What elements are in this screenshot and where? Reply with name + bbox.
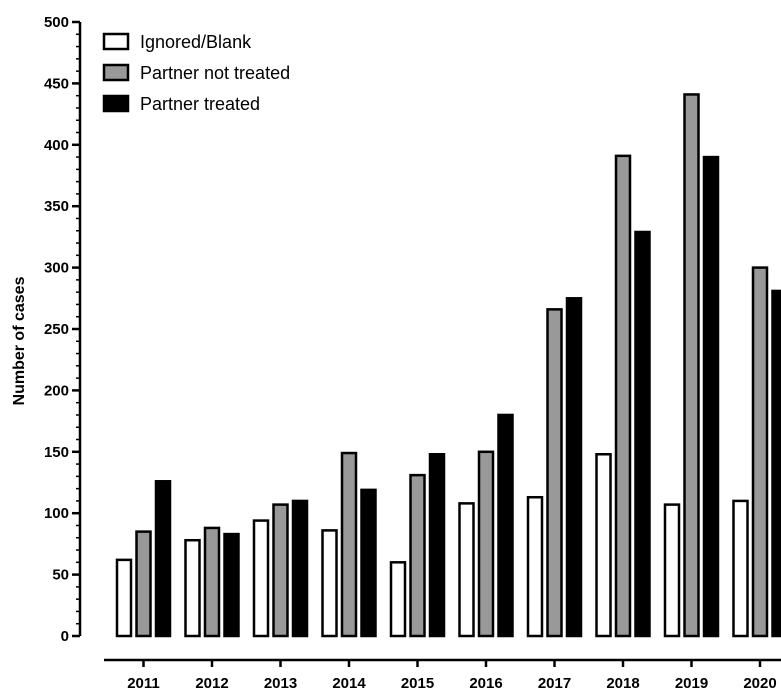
bar-2013-series-1 [272,503,289,638]
bar-2014-series-0 [321,529,338,638]
y-tick-label: 400 [44,137,69,154]
bar-2015-series-1 [409,473,426,638]
y-tick-label: 100 [44,505,69,522]
x-tick-label: 2011 [127,675,160,692]
bar-2015-series-2 [428,453,446,638]
y-tick-label: 450 [44,75,69,92]
bars [115,93,781,638]
legend: Ignored/Blank Partner not treated Partner … [102,32,290,114]
bar-2014-series-1 [340,451,358,638]
bar-2019-series-1 [683,93,700,638]
x-tick-label: 2019 [675,675,708,692]
bar-2013-series-2 [291,499,309,638]
bar-2017-series-1 [546,308,563,638]
bar-2017-series-2 [565,297,583,638]
y-axis-title: Number of cases [11,276,28,405]
legend-label: Partner treated [140,94,260,114]
bar-2018-series-2 [634,230,651,638]
x-axis: 2011 2012 2013 2014 2015 2016 2017 2018 2019 2020 [104,658,781,692]
bar-2020-series-0 [732,499,749,638]
bar-2019-series-0 [663,503,681,638]
bar-2011-series-1 [135,530,152,638]
legend-swatch [102,94,130,113]
y-tick-label: 300 [44,260,69,277]
y-tick-label: 200 [44,382,69,399]
y-tick-label: 0 [61,628,69,645]
x-tick-label: 2013 [264,675,297,692]
bar-2012-series-1 [203,526,221,638]
x-tick-label: 2014 [332,675,366,692]
x-tick-label: 2017 [538,675,571,692]
bar-2011-series-0 [115,558,133,638]
bar-2017-series-0 [526,495,544,638]
y-tick-label: 50 [52,567,69,584]
x-tick-label: 2020 [743,675,776,692]
bar-2011-series-2 [154,480,172,638]
y-tick-label: 500 [44,14,69,31]
x-tick-label: 2016 [469,675,502,692]
bar-2016-series-2 [497,413,514,638]
bar-2012-series-2 [223,532,240,638]
x-tick-label: 2015 [401,675,434,692]
bar-2012-series-0 [184,538,201,638]
x-tick-label: 2012 [195,675,228,692]
y-tick-label: 250 [44,321,69,338]
bar-2020-series-2 [771,289,781,638]
bar-2018-series-0 [595,453,612,638]
y-axis: 0 50 100 150 200 250 300 350 400 450 500 [44,14,82,645]
legend-swatch [102,32,130,51]
bar-2019-series-2 [702,155,720,638]
bar-2020-series-1 [751,266,769,638]
legend-swatch [102,63,130,82]
legend-label: Ignored/Blank [140,32,252,52]
y-tick-label: 150 [44,444,69,461]
bar-2015-series-0 [389,561,407,638]
bar-2016-series-0 [458,502,475,638]
bar-2018-series-1 [614,154,632,638]
legend-label: Partner not treated [140,63,290,83]
x-tick-label: 2018 [606,675,639,692]
bar-2014-series-2 [360,488,377,638]
bar-2013-series-0 [252,519,270,638]
y-tick-label: 350 [44,198,69,215]
bar-2016-series-1 [477,450,495,638]
